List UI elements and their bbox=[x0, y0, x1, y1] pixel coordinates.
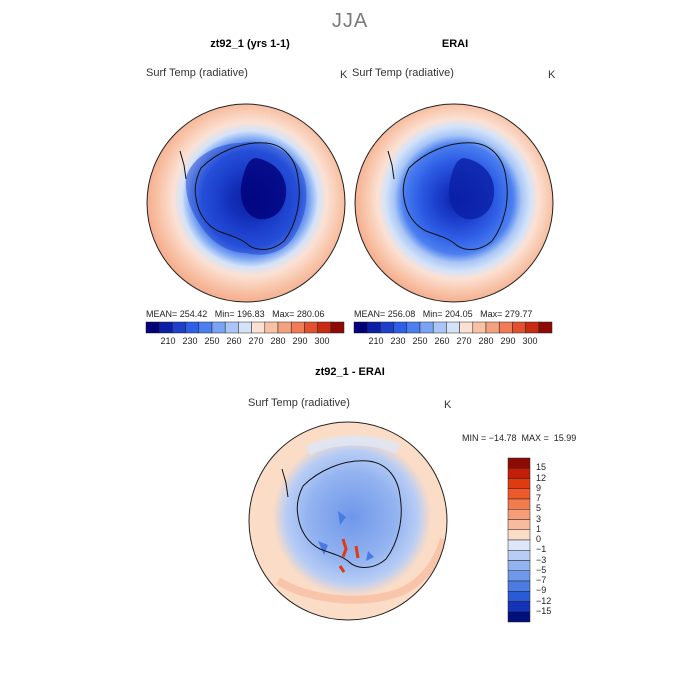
model-stats: MEAN= 254.42 Min= 196.83 Max= 280.06 bbox=[146, 309, 325, 319]
colorbar-tick-label: 9 bbox=[536, 482, 542, 493]
colorbar-tick-label: 260 bbox=[434, 336, 450, 346]
colorbar-swatch bbox=[507, 509, 531, 520]
colorbar-swatch bbox=[380, 321, 394, 334]
colorbar-swatch bbox=[317, 321, 332, 334]
model-variable-label: Surf Temp (radiative) bbox=[146, 67, 248, 79]
obs-polar-map bbox=[354, 103, 554, 303]
colorbar-swatch bbox=[158, 321, 173, 334]
colorbar-tick-label: 1 bbox=[536, 523, 542, 534]
colorbar-tick-label: −12 bbox=[536, 595, 552, 606]
colorbar-tick-label: 280 bbox=[270, 336, 286, 346]
colorbar-tick-label: 210 bbox=[368, 336, 384, 346]
colorbar-tick-label: 0 bbox=[536, 534, 542, 544]
colorbar-swatch bbox=[238, 321, 252, 334]
colorbar-swatch bbox=[185, 321, 200, 334]
diff-stats: MIN = −14.78 MAX = 15.99 bbox=[462, 433, 577, 443]
colorbar-swatch bbox=[406, 321, 421, 334]
colorbar-swatch bbox=[419, 321, 434, 334]
season-title: JJA bbox=[331, 10, 369, 32]
colorbar-tick-label: 5 bbox=[536, 503, 542, 514]
colorbar-swatch bbox=[538, 321, 553, 334]
colorbar-swatch bbox=[507, 498, 531, 510]
colorbar-swatch bbox=[507, 550, 531, 561]
colorbar-tick-label: 250 bbox=[204, 336, 220, 346]
colorbar-tick-label: 230 bbox=[390, 336, 406, 346]
colorbar-swatch bbox=[507, 488, 531, 500]
diff-polar-map bbox=[248, 421, 448, 621]
diff-unit-label: K bbox=[444, 399, 452, 411]
colorbar-tick-label: 300 bbox=[522, 336, 538, 346]
colorbar-tick-label: 3 bbox=[536, 513, 542, 524]
obs-colorbar-ticks: 210 230 250 260 270 280 290 300 bbox=[354, 336, 552, 348]
colorbar-swatch bbox=[507, 591, 531, 602]
colorbar-swatch bbox=[224, 321, 239, 334]
colorbar-tick-label: −1 bbox=[536, 544, 547, 555]
colorbar-swatch bbox=[525, 321, 540, 334]
colorbar-tick-label: 290 bbox=[500, 336, 516, 346]
colorbar-tick-label: 300 bbox=[314, 336, 330, 346]
colorbar-swatch bbox=[507, 519, 531, 530]
colorbar-swatch bbox=[459, 321, 474, 334]
diff-variable-label: Surf Temp (radiative) bbox=[248, 397, 350, 409]
colorbar-swatch bbox=[211, 321, 226, 334]
model-panel-title: zt92_1 (yrs 1-1) bbox=[210, 38, 290, 50]
colorbar-tick-label: 260 bbox=[226, 336, 242, 346]
colorbar-swatch bbox=[485, 321, 500, 334]
colorbar-swatch bbox=[330, 321, 345, 334]
colorbar-swatch bbox=[277, 321, 292, 334]
colorbar-swatch bbox=[251, 321, 266, 334]
colorbar-tick-label: −3 bbox=[536, 554, 547, 565]
colorbar-tick-label: 280 bbox=[478, 336, 494, 346]
colorbar-swatch bbox=[507, 539, 531, 551]
colorbar-swatch bbox=[507, 560, 531, 571]
colorbar-swatch bbox=[507, 457, 531, 469]
diff-panel-title: zt92_1 - ERAI bbox=[315, 366, 385, 378]
colorbar-swatch bbox=[198, 321, 213, 334]
diff-colorbar-ticks: 15 12 9 7 5 3 1 0 −1 −3 −5 −7 −9 −12 −15 bbox=[536, 458, 576, 622]
colorbar-swatch bbox=[290, 321, 305, 334]
colorbar-swatch bbox=[145, 321, 160, 334]
colorbar-tick-label: 15 bbox=[536, 462, 547, 473]
colorbar-swatch bbox=[512, 321, 526, 334]
colorbar-swatch bbox=[393, 321, 408, 334]
colorbar-swatch bbox=[507, 570, 531, 582]
colorbar-swatch bbox=[366, 321, 381, 334]
colorbar-swatch bbox=[507, 468, 531, 479]
colorbar-tick-label: 7 bbox=[536, 493, 542, 503]
colorbar-swatch bbox=[472, 321, 487, 334]
model-colorbar-ticks: 210 230 250 260 270 280 290 300 bbox=[146, 336, 344, 348]
colorbar-swatch bbox=[353, 321, 368, 334]
colorbar-swatch bbox=[507, 478, 531, 489]
colorbar-swatch bbox=[507, 580, 531, 592]
colorbar-tick-label: −9 bbox=[536, 585, 547, 596]
colorbar-tick-label: 250 bbox=[412, 336, 428, 346]
colorbar-tick-label: 290 bbox=[292, 336, 308, 346]
model-colorbar bbox=[145, 321, 345, 334]
colorbar-swatch bbox=[172, 321, 186, 334]
obs-colorbar bbox=[353, 321, 553, 334]
colorbar-tick-label: 12 bbox=[536, 472, 547, 483]
obs-unit-label: K bbox=[548, 69, 556, 81]
obs-panel-title: ERAI bbox=[441, 38, 469, 50]
colorbar-swatch bbox=[507, 529, 531, 541]
colorbar-tick-label: −7 bbox=[536, 575, 547, 585]
colorbar-swatch bbox=[432, 321, 447, 334]
colorbar-tick-label: 270 bbox=[456, 336, 472, 346]
diff-colorbar bbox=[507, 457, 531, 623]
obs-variable-label: Surf Temp (radiative) bbox=[352, 67, 454, 79]
model-polar-map bbox=[146, 103, 346, 303]
colorbar-tick-label: −15 bbox=[536, 605, 552, 616]
colorbar-tick-label: 230 bbox=[182, 336, 198, 346]
model-unit-label: K bbox=[340, 69, 348, 81]
colorbar-tick-label: 210 bbox=[160, 336, 176, 346]
colorbar-swatch bbox=[264, 321, 279, 334]
colorbar-tick-label: −5 bbox=[536, 564, 547, 575]
colorbar-swatch bbox=[507, 601, 531, 612]
colorbar-swatch bbox=[304, 321, 318, 334]
colorbar-swatch bbox=[498, 321, 513, 334]
colorbar-tick-label: 270 bbox=[248, 336, 264, 346]
obs-stats: MEAN= 256.08 Min= 204.05 Max= 279.77 bbox=[354, 309, 533, 319]
colorbar-swatch bbox=[507, 611, 531, 623]
colorbar-swatch bbox=[446, 321, 460, 334]
